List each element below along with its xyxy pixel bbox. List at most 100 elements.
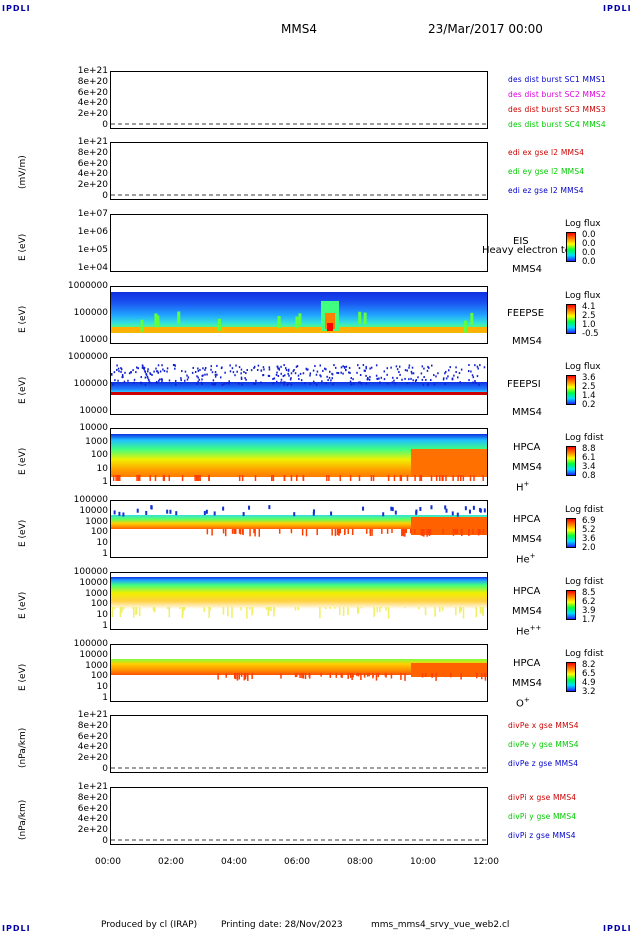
hpca-he1-dot [248, 505, 251, 510]
hpca-o-tail [351, 673, 353, 681]
instrument-label: HPCA [513, 658, 541, 669]
hpca-he2-tail [385, 607, 387, 611]
y-tick-label: 0 [102, 764, 108, 774]
y-tick-label: 10 [96, 610, 108, 621]
y-tick-label: 1e+21 [77, 137, 108, 147]
y-tick-label: 100 [90, 599, 108, 610]
feepsi-dot [421, 365, 424, 368]
feepsi-dot [166, 367, 169, 370]
feepsi-dot [467, 370, 470, 373]
colorbar-tick: -0.5 [582, 329, 599, 339]
hpca-he1-tail [224, 529, 227, 537]
feepsi-dot [375, 364, 378, 367]
feepsi-dot [398, 371, 400, 374]
hpca-h-tail [452, 475, 454, 481]
spacecraft-label: MMS4 [512, 462, 542, 473]
feepsi-dot [140, 382, 143, 385]
feepse-burst [140, 319, 144, 332]
hpca-o-tail [320, 673, 322, 677]
colorbar-tick: 8.5 [582, 588, 596, 598]
feepsi-dot [314, 382, 316, 385]
feepsi-dot [168, 379, 171, 382]
hpca-he2-band [111, 577, 487, 609]
feepsi-dot [408, 366, 410, 369]
hpca-he2-tail [324, 607, 327, 610]
hpca-o-tail [234, 673, 237, 680]
legend-entry: des dist burst SC3 MMS3 [508, 105, 606, 114]
hpca-o-tail [372, 673, 374, 677]
hpca-h-tail [473, 475, 475, 481]
feepsi-dot [327, 379, 329, 382]
feepsi-dot [201, 382, 203, 385]
colorbar-tick: 5.2 [582, 525, 596, 535]
hpca-o-tail [294, 673, 297, 678]
hpca-he2-tail [121, 607, 123, 613]
feepsi-dot [128, 372, 131, 375]
hpca-he1-dot [362, 506, 365, 511]
panel-p4 [110, 286, 488, 344]
y-tick-label: 1000 [85, 660, 108, 671]
feepsi-dot [314, 365, 316, 368]
legend-entry: divPi z gse MMS4 [508, 831, 576, 840]
feepsi-dot [121, 373, 124, 376]
feepsi-dot [276, 380, 278, 383]
feepsi-dot [246, 369, 248, 372]
feepsi-dot [137, 367, 140, 370]
feepsi-dot [298, 378, 300, 381]
plot-area-p10 [111, 767, 487, 769]
hpca-he1-tail [369, 529, 372, 537]
feepsi-dot [295, 365, 298, 368]
feepsi-dot [155, 367, 157, 370]
hpca-he1-tail [347, 529, 349, 535]
feepsi-dot [407, 382, 409, 385]
hpca-h-tail [112, 475, 115, 481]
feepsi-dot [161, 380, 163, 383]
feepsi-dot [316, 370, 319, 373]
feepsi-dot [386, 382, 389, 385]
hpca-h-tail [208, 475, 210, 481]
y-axis-label: E (eV) [18, 663, 28, 691]
y-tick-label: 2e+20 [77, 109, 108, 120]
feepsi-dot [162, 368, 164, 371]
y-tick-label: 1e+05 [77, 245, 108, 255]
feepsi-dot [214, 371, 217, 374]
footer-file: mms_mms4_srvy_vue_web2.cl [371, 920, 510, 930]
hpca-o-tail [240, 673, 243, 677]
feepsi-dot [287, 369, 290, 372]
colorbar-tick: 0.8 [582, 471, 596, 481]
instrument-label: FEEPSE [507, 308, 545, 319]
hpca-he1-tail [339, 529, 342, 534]
hpca-he2-tail [168, 607, 171, 618]
feepsi-dot [455, 366, 457, 369]
hpca-he1-dot [222, 506, 225, 511]
feepsi-dot [322, 369, 324, 372]
feepsi-dot [287, 368, 290, 371]
feepsi-dot [206, 373, 208, 376]
hpca-o-tail [368, 673, 371, 677]
hpca-he1-dot [456, 512, 459, 517]
hpca-he2-tail [347, 607, 349, 616]
colorbar-title: Log fdist [565, 433, 604, 443]
hpca-h-tail [154, 475, 157, 481]
hpca-h-tail [393, 475, 396, 481]
hpca-he1-dot [479, 508, 482, 513]
colorbar [566, 662, 576, 692]
feepsi-dot [254, 382, 257, 385]
feepsi-dot [149, 381, 151, 384]
y-axis-label: E (eV) [18, 376, 28, 404]
hpca-h-tail [119, 475, 121, 481]
feepsi-dot [444, 382, 446, 385]
hpca-o-band [111, 659, 487, 675]
y-tick-label: 2e+20 [77, 180, 108, 191]
colorbar-tick: 4.9 [582, 678, 596, 688]
legend-entry: divPe z gse MMS4 [508, 759, 579, 768]
feepsi-dot [151, 373, 153, 376]
hpca-he1-dot [169, 509, 172, 514]
feepsi-dot [330, 379, 332, 382]
y-tick-label: 0 [102, 120, 108, 130]
feepsi-dot [287, 382, 290, 385]
feepsi-dot [183, 379, 186, 382]
hpca-o-tail [384, 673, 387, 677]
hpca-o-tail [308, 673, 311, 679]
hpca-he2-tail [460, 607, 462, 612]
